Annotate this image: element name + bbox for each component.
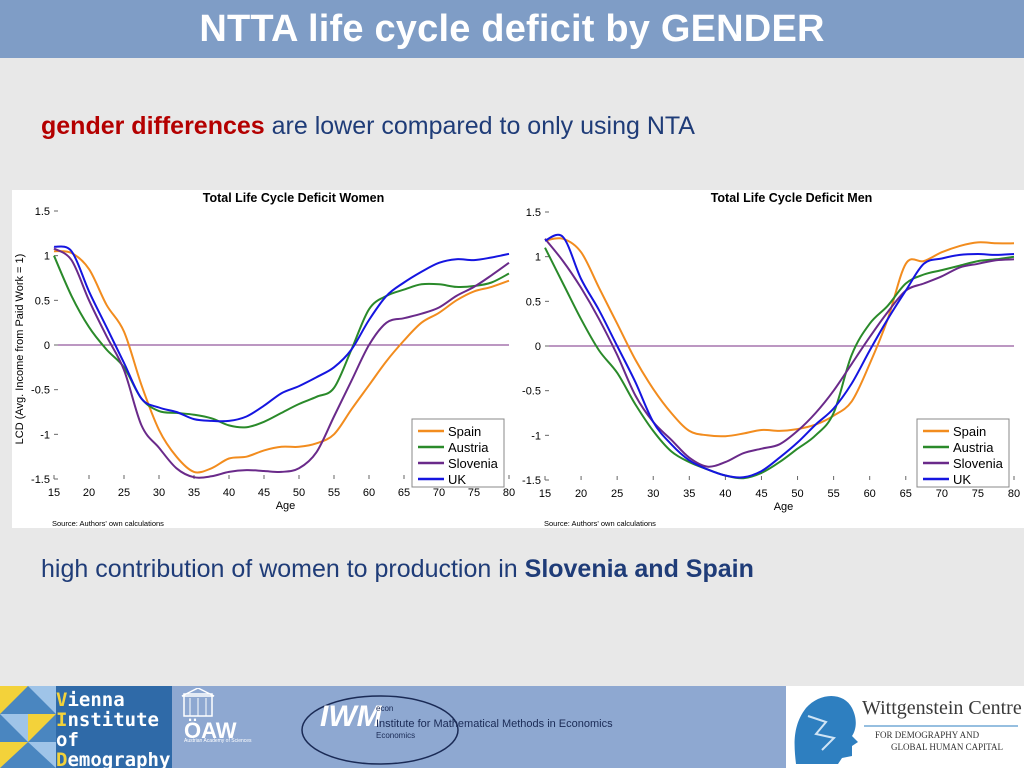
men-x-tick-label: 50: [791, 488, 803, 500]
statement-contribution-prefix: high contribution of women to production…: [41, 555, 525, 583]
title-bar: [0, 0, 1024, 58]
highlight-gender-differences: gender differences: [41, 112, 265, 140]
women-series-austria: [53, 255, 510, 429]
chart-men: 1.5 1 0.5 0 -0.5 -1 -1.5 15 20 25 30 35 40 45 50 55 60 65…: [520, 190, 1024, 528]
women-y-tick-label: 1.5: [35, 206, 50, 218]
iwm-swoosh-icon: [301, 695, 459, 765]
men-y-tick-label: -0.5: [522, 386, 541, 398]
men-source-note: Source: Authors' own calculations: [544, 519, 656, 528]
women-legend-label-spain: Spain: [448, 424, 481, 439]
oaw-label: ÖAW: [184, 718, 237, 743]
men-legend-label-austria: Austria: [953, 440, 994, 455]
men-series-spain: [544, 237, 1015, 438]
women-series-slovenia: [53, 247, 510, 479]
men-legend-label-uk: UK: [953, 472, 971, 487]
econ-label: econ: [376, 704, 394, 713]
men-legend-label-slovenia: Slovenia: [953, 456, 1004, 471]
women-chart-title: Total Life Cycle Deficit Women: [203, 191, 385, 205]
statement-gender-differences: gender differences are lower compared to…: [41, 112, 695, 141]
vid-logo-pattern: [0, 686, 56, 768]
statement-contribution: high contribution of women to production…: [41, 555, 754, 584]
women-legend-label-slovenia: Slovenia: [448, 456, 499, 471]
men-x-tick-label: 25: [611, 488, 623, 500]
women-x-tick-label: 15: [48, 487, 60, 499]
women-y-tick-label: -1: [40, 429, 50, 441]
men-x-tick-label: 45: [755, 488, 767, 500]
vid-name: Vienna Institute of Demography: [56, 689, 171, 768]
vid-logo: Vienna Institute of Demography: [0, 686, 172, 768]
women-x-tick-label: 65: [398, 487, 410, 499]
wittgenstein-logo: [786, 686, 1024, 768]
men-x-tick-label: 30: [647, 488, 659, 500]
women-x-tick-label: 40: [223, 487, 235, 499]
men-chart-title: Total Life Cycle Deficit Men: [711, 191, 873, 205]
oaw-building-icon: [181, 687, 215, 717]
men-x-tick-label: 55: [827, 488, 839, 500]
women-series-uk: [53, 245, 510, 423]
women-x-axis-label: Age: [276, 500, 296, 512]
men-x-tick-label: 60: [864, 488, 876, 500]
men-x-tick-label: 70: [936, 488, 948, 500]
chart-women: 1.5 1 0.5 0 -0.5 -1 -1.5 15 20 25 30 35 40 45 50 55 60 65…: [12, 190, 520, 528]
men-x-tick-label: 65: [900, 488, 912, 500]
men-x-tick-label: 40: [719, 488, 731, 500]
oaw-subtitle: Austrian Academy of Sciences: [184, 738, 252, 744]
men-y-tick-label: 1.5: [526, 207, 541, 219]
wc-subtitle-2: GLOBAL HUMAN CAPITAL: [891, 742, 1003, 752]
iwm-logo: [300, 690, 640, 766]
men-series-slovenia: [544, 238, 1015, 468]
head-profile-icon: [794, 696, 1018, 764]
slide-title: NTTA life cycle deficit by GENDER: [199, 8, 825, 50]
women-x-tick-label: 75: [468, 487, 480, 499]
men-y-tick-label: -1.5: [522, 475, 541, 487]
women-y-tick-label: -0.5: [31, 385, 50, 397]
women-source-note: Source: Authors' own calculations: [52, 519, 164, 528]
men-y-tick-label: 0.5: [526, 296, 541, 308]
women-x-tick-label: 20: [83, 487, 95, 499]
highlight-slovenia-spain: Slovenia and Spain: [524, 555, 754, 583]
men-series-austria: [544, 247, 1015, 480]
men-x-tick-label: 80: [1008, 488, 1020, 500]
women-y-tick-label: 0: [44, 340, 50, 352]
men-legend-label-spain: Spain: [953, 424, 986, 439]
men-x-tick-label: 75: [972, 488, 984, 500]
chart-men-svg: 1.5 1 0.5 0 -0.5 -1 -1.515 20 25 30 35 40 45 50 55 60 65…: [522, 191, 1020, 528]
women-y-axis-label: LCD (Avg. Income from Paid Work = 1): [14, 254, 26, 445]
women-x-tick-label: 55: [328, 487, 340, 499]
men-x-axis-label: Age: [774, 501, 794, 513]
men-y-tick-label: 1: [535, 252, 541, 264]
women-legend-label-austria: Austria: [448, 440, 489, 455]
men-x-tick-label: 20: [575, 488, 587, 500]
men-y-tick-label: -1: [531, 430, 541, 442]
men-x-tick-label: 35: [683, 488, 695, 500]
women-y-tick-label: 1: [44, 251, 50, 263]
women-x-tick-label: 80: [503, 487, 515, 499]
men-x-tick-label: 15: [539, 488, 551, 500]
wc-subtitle-1: FOR DEMOGRAPHY AND: [875, 730, 980, 740]
women-x-tick-label: 45: [258, 487, 270, 499]
iwm-wordmark: IWM: [320, 700, 382, 733]
iwm-name: Institute for Mathematical Methods in Ec…: [376, 718, 613, 730]
oaw-logo: [176, 687, 246, 766]
wc-title: Wittgenstein Centre: [862, 697, 1022, 719]
women-x-tick-label: 70: [433, 487, 445, 499]
women-x-tick-label: 30: [153, 487, 165, 499]
women-y-tick-label: 0.5: [35, 295, 50, 307]
men-series-uk: [544, 233, 1015, 479]
men-y-tick-label: 0: [535, 341, 541, 353]
women-x-tick-label: 50: [293, 487, 305, 499]
iwm-subtitle: Economics: [376, 731, 416, 740]
women-x-tick-label: 60: [363, 487, 375, 499]
statement-rest: are lower compared to only using NTA: [264, 112, 695, 140]
chart-women-svg: 1.5 1 0.5 0 -0.5 -1 -1.515 20 25 30 35 40 45 50 55 60 65…: [14, 191, 515, 528]
women-y-tick-label: -1.5: [31, 474, 50, 486]
women-legend-label-uk: UK: [448, 472, 466, 487]
women-x-tick-label: 25: [118, 487, 130, 499]
women-series-spain: [53, 250, 510, 474]
women-x-tick-label: 35: [188, 487, 200, 499]
